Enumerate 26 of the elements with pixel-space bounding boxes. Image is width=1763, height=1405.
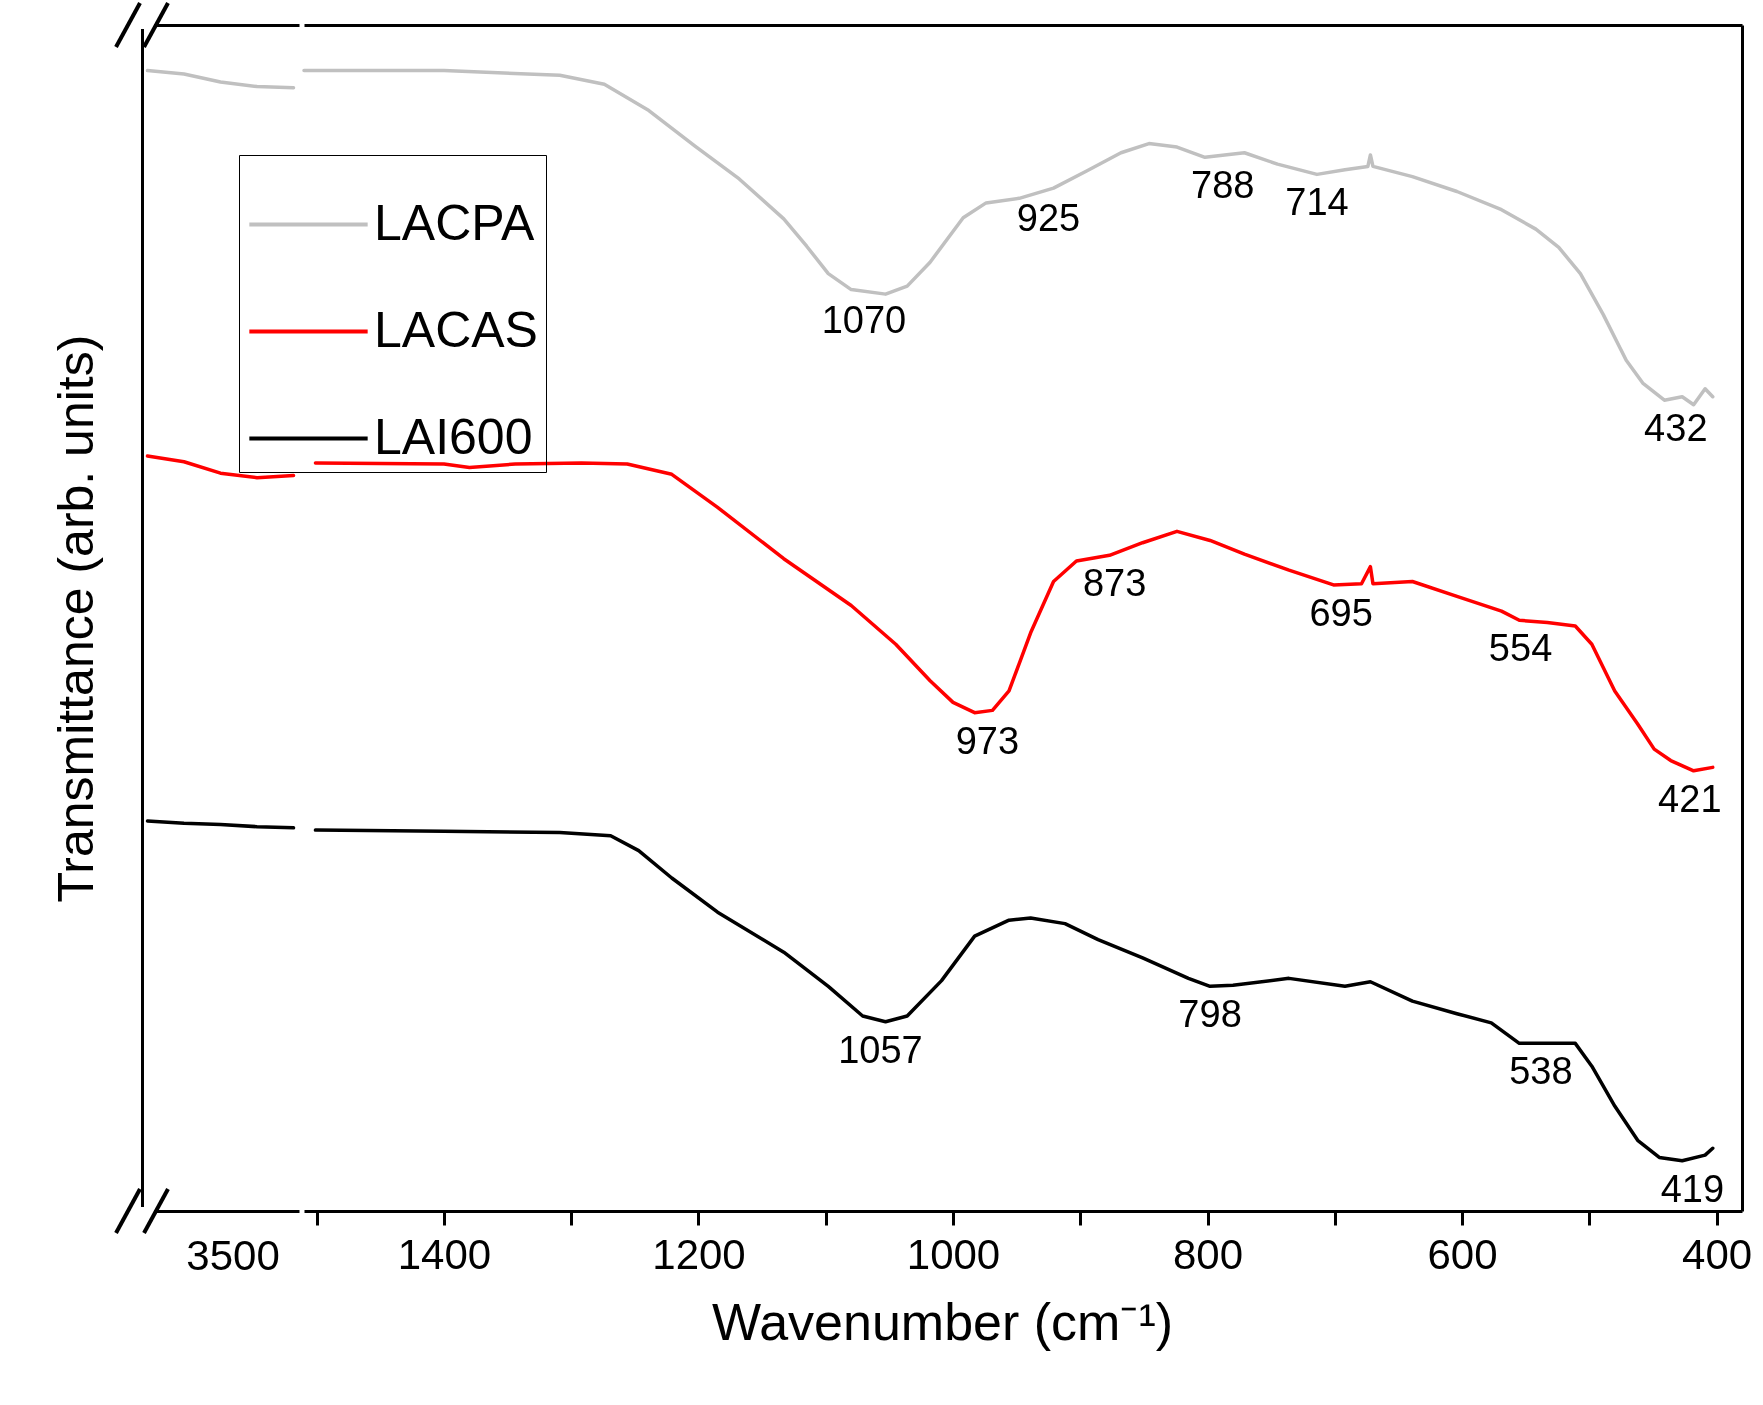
annotation: 695 — [1309, 591, 1373, 634]
x-axis-title: Wavenumber (cm⁻¹) — [711, 1292, 1174, 1351]
annotation: 925 — [1016, 197, 1081, 240]
annotation: 798 — [1178, 993, 1242, 1036]
annotation: 554 — [1488, 627, 1553, 670]
annotation: 432 — [1644, 407, 1708, 450]
annotation: 973 — [955, 719, 1020, 762]
legend-label: LACAS — [374, 301, 538, 358]
x-tick-label: 1200 — [652, 1230, 746, 1278]
annotation: 419 — [1660, 1167, 1725, 1210]
legend-label: LACPA — [374, 194, 535, 251]
x-tick-label: 1400 — [397, 1230, 492, 1278]
annotation: 421 — [1658, 777, 1722, 820]
y-axis-title: Transmittance (arb. units) — [47, 334, 104, 903]
x-tick-label: 400 — [1682, 1230, 1753, 1278]
annotation: 1070 — [821, 298, 907, 341]
x-tick-label: 800 — [1172, 1230, 1244, 1278]
annotation: 788 — [1191, 164, 1255, 207]
annotation: 873 — [1082, 562, 1147, 605]
x-tick-label: 1000 — [906, 1230, 1001, 1278]
text: 3500 — [186, 1232, 280, 1279]
legend-label: LAI600 — [374, 408, 533, 465]
x-tick-label: 600 — [1427, 1230, 1498, 1278]
annotation: 1057 — [838, 1028, 923, 1071]
annotation: 714 — [1285, 181, 1349, 224]
annotation: 538 — [1509, 1050, 1573, 1093]
